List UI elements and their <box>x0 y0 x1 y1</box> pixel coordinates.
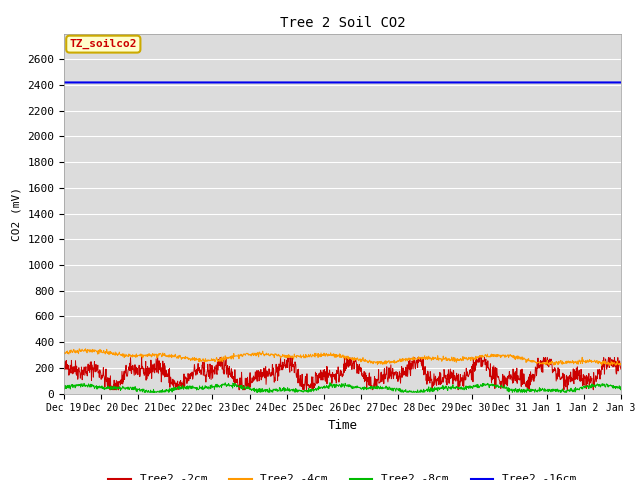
Tree2 -8cm <box>297 387 305 393</box>
Tree2 -8cm <box>103 385 111 391</box>
Tree2 -2cm <box>127 355 134 360</box>
Tree2 -4cm <box>617 361 625 367</box>
Tree2 -16cm <box>617 80 625 85</box>
Tree2 -8cm <box>326 380 334 385</box>
Line: Tree2 -4cm: Tree2 -4cm <box>64 349 621 365</box>
Tree2 -8cm <box>617 386 625 392</box>
Title: Tree 2 Soil CO2: Tree 2 Soil CO2 <box>280 16 405 30</box>
Tree2 -16cm <box>377 80 385 85</box>
Tree2 -8cm <box>126 386 134 392</box>
Tree2 -2cm <box>308 375 316 381</box>
Tree2 -8cm <box>308 387 316 393</box>
Tree2 -16cm <box>126 80 134 85</box>
Tree2 -8cm <box>140 389 148 395</box>
Tree2 -8cm <box>318 385 326 391</box>
Tree2 -2cm <box>617 366 625 372</box>
Legend: Tree2 -2cm, Tree2 -4cm, Tree2 -8cm, Tree2 -16cm: Tree2 -2cm, Tree2 -4cm, Tree2 -8cm, Tree… <box>104 470 580 480</box>
Tree2 -2cm <box>126 368 134 373</box>
Tree2 -4cm <box>104 350 111 356</box>
Tree2 -16cm <box>60 80 68 85</box>
Tree2 -2cm <box>297 383 305 389</box>
Tree2 -16cm <box>103 80 111 85</box>
Tree2 -4cm <box>308 353 316 359</box>
Tree2 -16cm <box>318 80 326 85</box>
Tree2 -8cm <box>378 385 385 391</box>
Tree2 -4cm <box>318 353 326 359</box>
Tree2 -2cm <box>60 364 68 370</box>
Line: Tree2 -8cm: Tree2 -8cm <box>64 383 621 392</box>
Tree2 -4cm <box>82 346 90 352</box>
Y-axis label: CO2 (mV): CO2 (mV) <box>12 187 22 240</box>
Text: TZ_soilco2: TZ_soilco2 <box>70 39 137 49</box>
Line: Tree2 -2cm: Tree2 -2cm <box>64 358 621 390</box>
Tree2 -16cm <box>296 80 304 85</box>
Tree2 -8cm <box>60 387 68 393</box>
Tree2 -2cm <box>106 387 113 393</box>
Tree2 -4cm <box>598 362 605 368</box>
X-axis label: Time: Time <box>328 419 357 432</box>
Tree2 -4cm <box>126 352 134 358</box>
Tree2 -4cm <box>297 352 305 358</box>
Tree2 -2cm <box>378 378 385 384</box>
Tree2 -2cm <box>103 379 111 385</box>
Tree2 -4cm <box>60 349 68 355</box>
Tree2 -16cm <box>308 80 316 85</box>
Tree2 -2cm <box>319 370 326 376</box>
Tree2 -4cm <box>378 359 385 364</box>
